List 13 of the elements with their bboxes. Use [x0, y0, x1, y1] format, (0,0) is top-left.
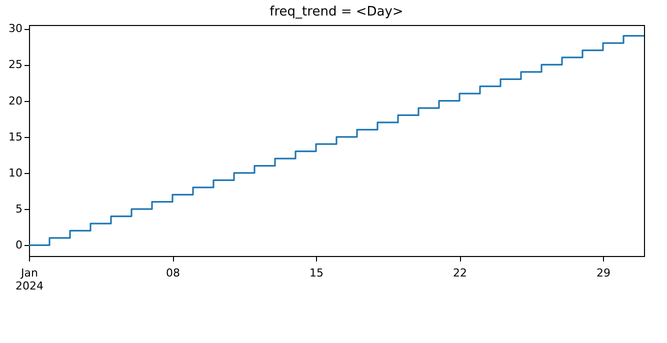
- x-tick-label: Jan 2024: [16, 266, 44, 292]
- chart-title: freq_trend = <Day>: [270, 4, 404, 20]
- y-tick-label: 0: [16, 238, 22, 252]
- x-tick-label: 29: [596, 266, 610, 280]
- y-tick-label: 10: [8, 166, 22, 180]
- y-tick-label: 30: [8, 22, 22, 36]
- x-tick-label: 08: [166, 266, 180, 280]
- y-tick-label: 15: [8, 130, 22, 144]
- y-tick-label: 25: [8, 58, 22, 72]
- y-tick-label: 5: [16, 202, 22, 216]
- x-tick-label: 22: [453, 266, 467, 280]
- x-tick-label: 15: [310, 266, 324, 280]
- y-tick-label: 20: [8, 94, 22, 108]
